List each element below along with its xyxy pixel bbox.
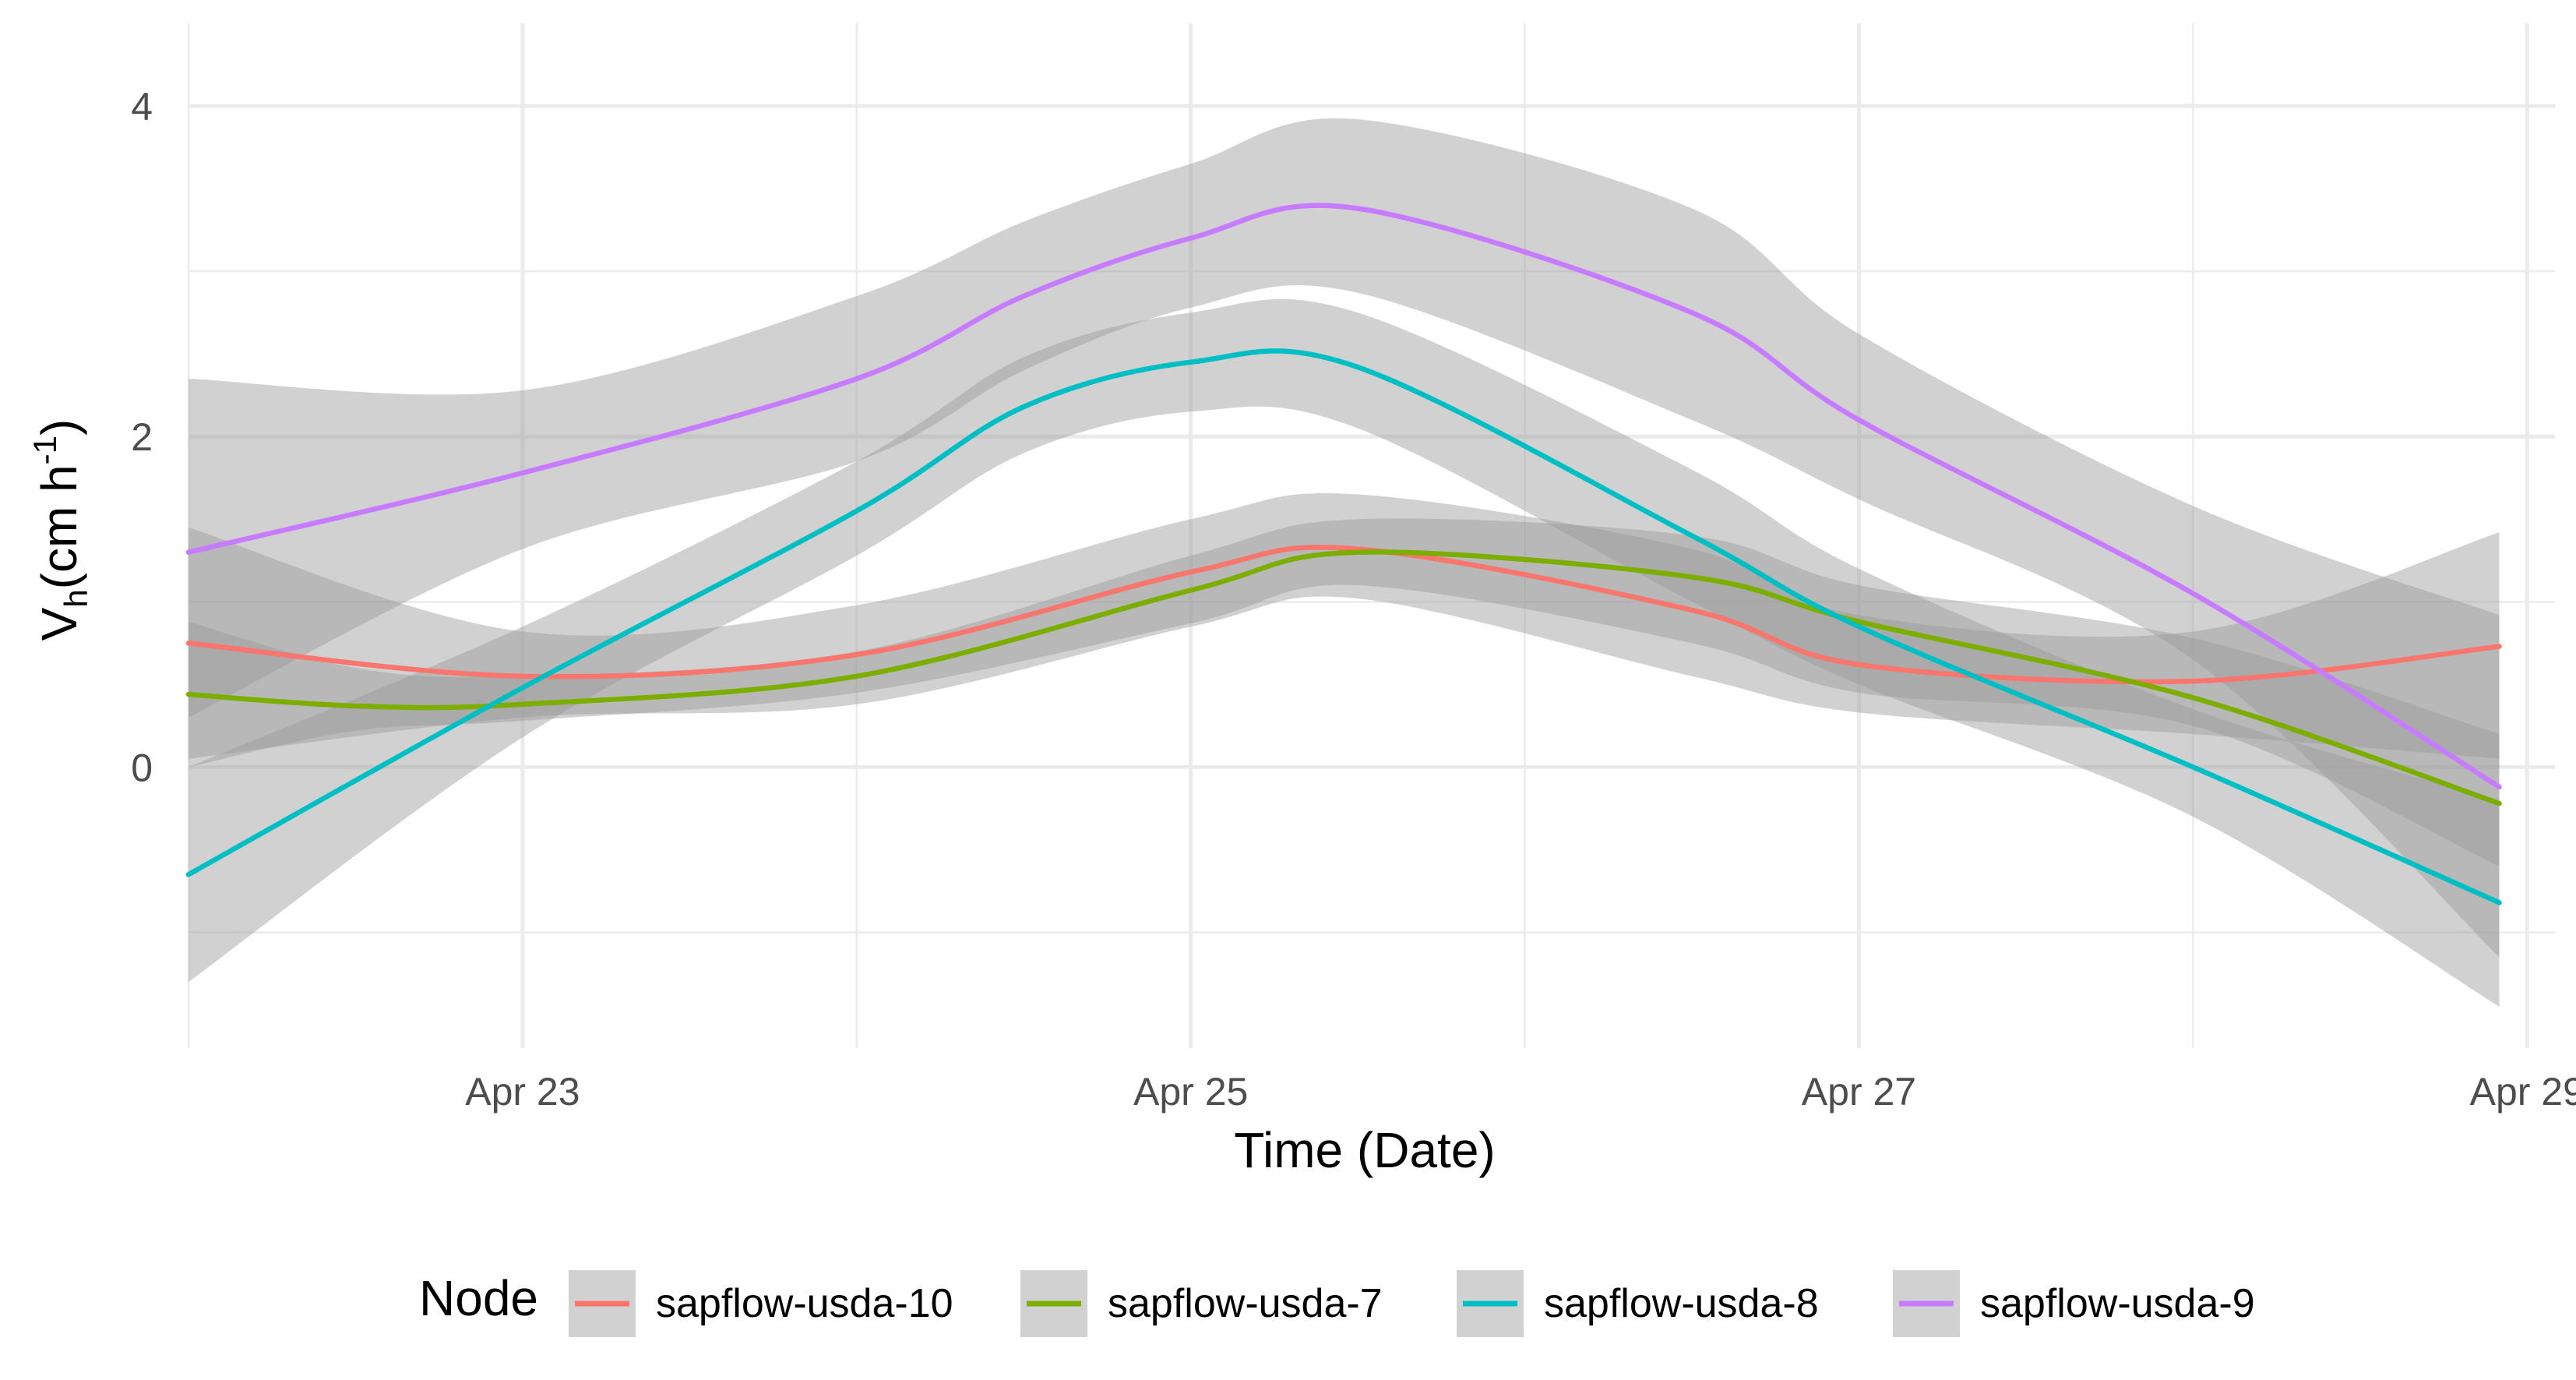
- legend-label-sapflow-usda-7: sapflow-usda-7: [1108, 1281, 1383, 1326]
- grid-major: [189, 23, 2555, 1048]
- y-tick-labels: 0 2 4: [131, 85, 153, 789]
- line-sapflow-usda-8: [185, 348, 2502, 905]
- y-axis-title: Vh(cm h-1): [26, 419, 94, 641]
- x-tick-label: Apr 29: [2470, 1070, 2576, 1114]
- legend-item-sapflow-usda-10: sapflow-usda-10: [569, 1270, 953, 1337]
- y-tick-label: 4: [131, 85, 153, 129]
- y-axis-title-superscript: -1: [26, 436, 63, 464]
- legend-label-sapflow-usda-8: sapflow-usda-8: [1544, 1281, 1819, 1326]
- ribbon-sapflow-usda-9: [189, 118, 2500, 958]
- y-tick-label: 2: [131, 415, 153, 459]
- y-axis-title-unit: (cm h: [31, 464, 87, 589]
- grid-minor: [187, 23, 2555, 1048]
- x-tick-label: Apr 27: [1802, 1070, 1916, 1114]
- ribbon-sapflow-usda-10: [189, 492, 2500, 759]
- x-tick-labels: Apr 23 Apr 25 Apr 27 Apr 29: [465, 1070, 2576, 1114]
- legend-title: Node: [419, 1270, 538, 1326]
- series-lines: [185, 203, 2502, 905]
- line-sapflow-usda-9: [185, 203, 2502, 790]
- legend-item-sapflow-usda-9: sapflow-usda-9: [1893, 1270, 2255, 1337]
- y-axis-title-subscript: h: [58, 589, 94, 607]
- legend-label-sapflow-usda-10: sapflow-usda-10: [656, 1281, 953, 1326]
- y-tick-label: 0: [131, 746, 153, 789]
- legend: Node sapflow-usda-10 sapflow-usda-7 sapflo…: [419, 1270, 2255, 1337]
- x-tick-label: Apr 23: [465, 1070, 580, 1114]
- confidence-ribbons: [189, 118, 2500, 1007]
- y-axis-title-main: V: [31, 607, 87, 641]
- y-axis-title-unit-close: ): [31, 419, 87, 436]
- ribbon-sapflow-usda-7: [189, 518, 2500, 866]
- x-tick-label: Apr 25: [1133, 1070, 1248, 1114]
- x-axis-title: Time (Date): [1234, 1122, 1495, 1178]
- line-sapflow-usda-10: [185, 545, 2502, 685]
- legend-label-sapflow-usda-9: sapflow-usda-9: [1980, 1281, 2255, 1326]
- ribbon-sapflow-usda-8: [189, 298, 2500, 1007]
- legend-item-sapflow-usda-8: sapflow-usda-8: [1457, 1270, 1819, 1337]
- legend-item-sapflow-usda-7: sapflow-usda-7: [1020, 1270, 1383, 1337]
